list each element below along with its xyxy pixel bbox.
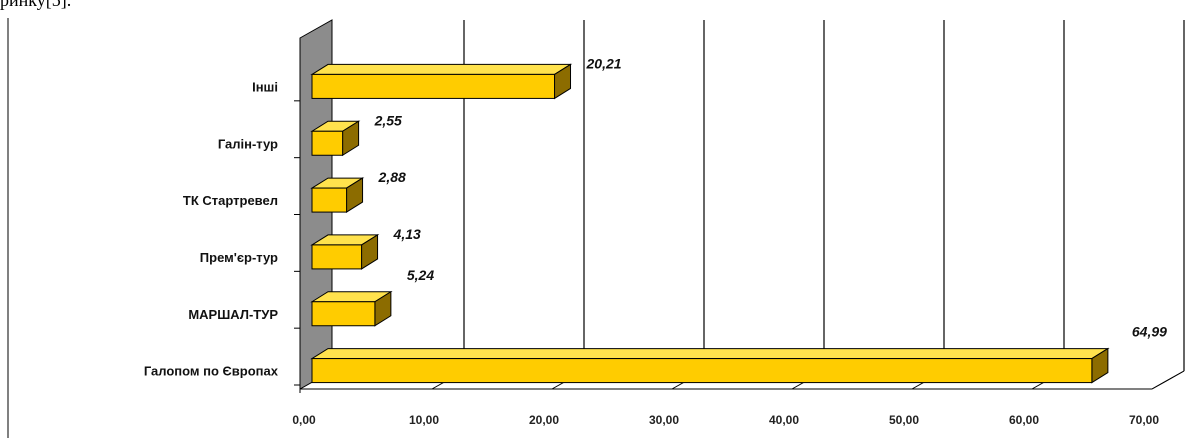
paragraph-fragment-text: ринку[5]. bbox=[0, 0, 72, 10]
x-tick-label: 40,00 bbox=[769, 413, 799, 427]
category-labels: Інші Галін-тур ТК Стартревел Прем'єр-тур МАР… bbox=[144, 79, 300, 386]
category-label: Галопом по Європах bbox=[144, 364, 279, 379]
data-label: 64,99 bbox=[1132, 324, 1167, 340]
bar-top bbox=[310, 63, 573, 75]
chart-bars bbox=[310, 63, 1110, 384]
category-label: Інші bbox=[252, 79, 278, 94]
category-label: Прем'єр-тур bbox=[200, 250, 278, 265]
x-tick-label: 50,00 bbox=[889, 413, 919, 427]
category-label: Галін-тур bbox=[218, 136, 278, 151]
x-tick-label: 20,00 bbox=[529, 413, 559, 427]
bar-top bbox=[310, 348, 1110, 360]
category-label: ТК Стартревел bbox=[183, 193, 278, 208]
data-label: 2,88 bbox=[378, 169, 406, 185]
x-tick-label: 70,00 bbox=[1129, 413, 1159, 427]
bar bbox=[311, 301, 376, 327]
bar bbox=[311, 358, 1093, 384]
x-tick-label: 10,00 bbox=[409, 413, 439, 427]
bar bbox=[311, 130, 344, 156]
x-tick-label: 0,00 bbox=[292, 413, 316, 427]
data-label: 20,21 bbox=[586, 55, 622, 71]
x-axis-tick-labels: 0,00 10,00 20,00 30,00 40,00 50,00 60,00 70,00 bbox=[292, 413, 1159, 427]
category-label: МАРШАЛ-ТУР bbox=[188, 307, 278, 322]
floor-right-edge bbox=[1151, 370, 1185, 390]
data-label: 2,55 bbox=[374, 112, 402, 128]
x-tick-label: 60,00 bbox=[1009, 413, 1039, 427]
data-label: 4,13 bbox=[393, 226, 421, 242]
data-labels: 20,21 2,55 2,88 4,13 5,24 64,99 bbox=[374, 55, 1168, 339]
bar bbox=[311, 187, 348, 213]
data-label: 5,24 bbox=[407, 267, 434, 283]
bar bbox=[311, 73, 556, 99]
x-tick-label: 30,00 bbox=[649, 413, 679, 427]
bar bbox=[311, 244, 363, 270]
